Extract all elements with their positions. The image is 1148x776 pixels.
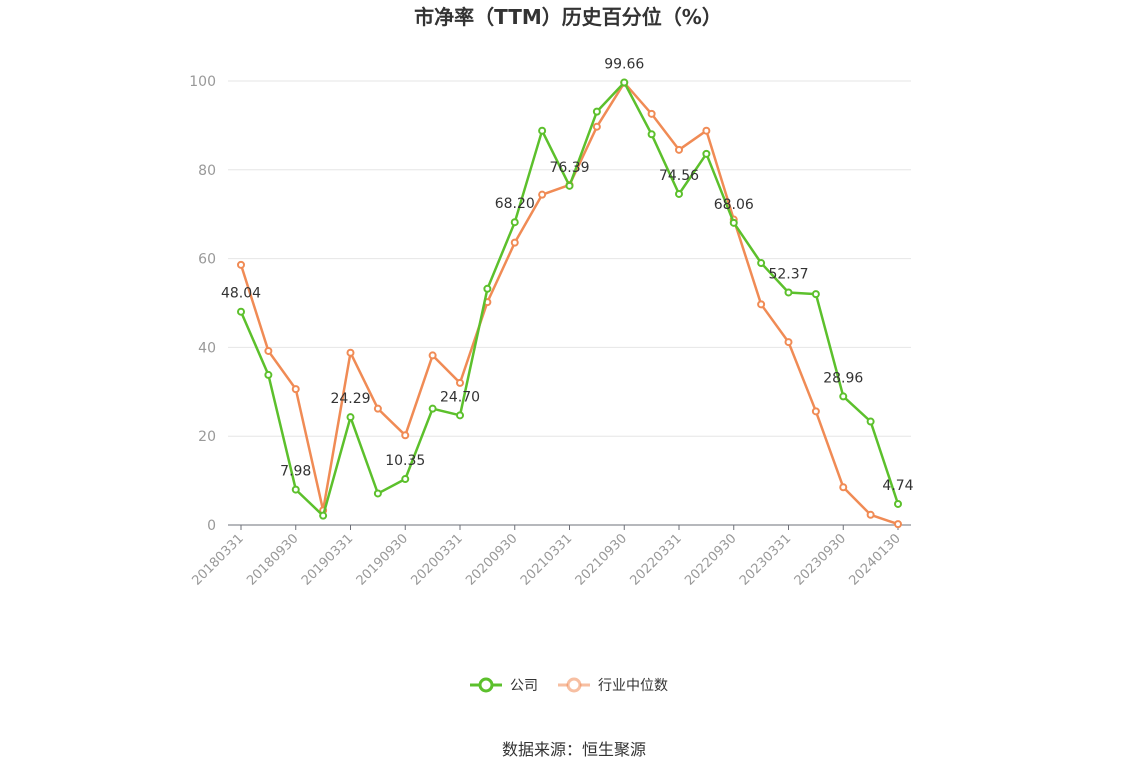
x-tick-label-20190930: 20190930 xyxy=(354,531,411,588)
data-label-20220930: 68.06 xyxy=(714,197,754,213)
x-tick-label-20220930: 20220930 xyxy=(682,531,739,588)
series-1-point-20210630 xyxy=(592,122,601,131)
x-tick-label-20190331: 20190331 xyxy=(299,531,356,588)
x-tick-label-20220331: 20220331 xyxy=(627,531,684,588)
x-tick-label-20240130: 20240130 xyxy=(846,531,903,588)
series-0-point-20221231 xyxy=(757,259,766,268)
series-0-point-20180630 xyxy=(264,370,273,379)
series-1-point-20190930 xyxy=(401,431,410,440)
legend-company-marker xyxy=(478,677,494,693)
chart-title: 市净率（TTM）历史百分位（%） xyxy=(414,5,722,29)
series-1-point-20230930 xyxy=(839,483,848,492)
series-0-point-20220930 xyxy=(729,218,738,227)
series-0-point-20201231 xyxy=(538,126,547,135)
series-1-point-20201231 xyxy=(538,190,547,199)
series-1-point-20230331 xyxy=(784,338,793,347)
legend-industry-marker xyxy=(566,677,582,693)
series-0-point-20190331 xyxy=(346,413,355,422)
legend-industry-label: 行业中位数 xyxy=(598,678,668,694)
data-label-20210331: 76.39 xyxy=(549,160,589,176)
series xyxy=(237,78,902,529)
series-0-point-20230331 xyxy=(784,288,793,297)
series-1-point-20211231 xyxy=(647,109,656,118)
series-0-point-20220630 xyxy=(702,149,711,158)
series-0-point-20190630 xyxy=(373,489,382,498)
series-0-point-20211231 xyxy=(647,130,656,139)
series-line-0 xyxy=(239,81,900,517)
x-tick-label-20210331: 20210331 xyxy=(518,531,575,588)
series-0-point-20240130 xyxy=(894,499,902,508)
series-1-point-20200930 xyxy=(510,238,519,247)
x-tick-label-20200331: 20200331 xyxy=(408,531,465,588)
series-1-point-20190630 xyxy=(373,404,382,413)
y-tick-label-40: 40 xyxy=(198,340,216,356)
series-1-point-20180630 xyxy=(264,346,273,355)
series-1-point-20230630 xyxy=(811,407,820,416)
series-1-point-20231231 xyxy=(866,510,875,519)
series-0-point-20210630 xyxy=(592,107,601,116)
legend-company-label: 公司 xyxy=(510,678,538,694)
data-label-20180930: 7.98 xyxy=(280,464,311,480)
series-1-point-20220331 xyxy=(675,145,683,154)
data-source: 数据来源：恒生聚源 xyxy=(502,740,646,759)
data-label-20230930: 28.96 xyxy=(823,370,863,386)
y-tick-label-100: 100 xyxy=(189,74,216,90)
legend-item-industry-median[interactable]: 行业中位数 xyxy=(558,677,668,694)
series-1-point-20240130 xyxy=(894,520,902,529)
series-1-point-20191231 xyxy=(428,351,437,360)
series-1-point-20220630 xyxy=(702,126,711,135)
y-tick-label-20: 20 xyxy=(198,429,216,445)
data-label-20180331: 48.04 xyxy=(221,286,261,302)
data-label-20240130: 4.74 xyxy=(882,478,913,494)
x-tick-label-20210930: 20210930 xyxy=(573,531,630,588)
series-0-point-20180930 xyxy=(291,485,300,494)
series-0-point-20230930 xyxy=(839,392,848,401)
series-0-point-20200930 xyxy=(510,218,519,227)
y-axis: 0 20 40 60 80 100 xyxy=(189,74,216,534)
series-0-point-20231231 xyxy=(866,417,875,426)
x-tick-label-20230930: 20230930 xyxy=(792,531,849,588)
series-1-point-20221231 xyxy=(757,300,766,309)
series-0-point-20210930 xyxy=(620,78,629,87)
data-label-20200331: 24.70 xyxy=(440,389,480,405)
grid xyxy=(228,80,911,437)
series-0-point-20180331 xyxy=(237,307,245,316)
series-1-point-20180331 xyxy=(237,260,245,269)
series-0-point-20200331 xyxy=(456,411,464,420)
y-tick-label-0: 0 xyxy=(207,518,216,534)
data-label-20190331: 24.29 xyxy=(330,391,370,407)
x-tick-label-20200930: 20200930 xyxy=(463,531,520,588)
series-0-point-20200630 xyxy=(483,284,492,293)
series-0-point-20230630 xyxy=(811,290,820,299)
y-tick-label-80: 80 xyxy=(198,163,216,179)
data-label-20210930: 99.66 xyxy=(604,57,644,73)
x-tick-label-20230331: 20230331 xyxy=(737,531,794,588)
series-1-point-20180930 xyxy=(291,385,300,394)
series-0-point-20191231 xyxy=(428,404,437,413)
series-1-point-20190331 xyxy=(346,348,355,357)
x-axis: 2018033120180930201903312019093020200331… xyxy=(189,524,911,589)
series-0-point-20220331 xyxy=(675,189,683,198)
data-label-20190930: 10.35 xyxy=(385,453,425,469)
data-label-20200930: 68.20 xyxy=(495,196,535,212)
series-0-point-20210331 xyxy=(565,181,574,190)
series-0-point-20190930 xyxy=(401,475,410,484)
x-tick-label-20180930: 20180930 xyxy=(244,531,301,588)
y-tick-label-60: 60 xyxy=(198,252,216,268)
series-1-point-20200331 xyxy=(456,378,464,387)
x-tick-label-20180331: 20180331 xyxy=(189,531,246,588)
series-0-point-20181231 xyxy=(319,511,328,520)
legend: 公司 行业中位数 xyxy=(470,677,668,694)
data-label-20230331: 52.37 xyxy=(768,266,808,282)
data-label-20220331: 74.56 xyxy=(659,168,699,184)
data-labels: 48.04 7.98 24.29 10.35 24.70 68.20 76.39 99.66 7… xyxy=(221,57,914,494)
legend-item-company[interactable]: 公司 xyxy=(470,677,538,694)
